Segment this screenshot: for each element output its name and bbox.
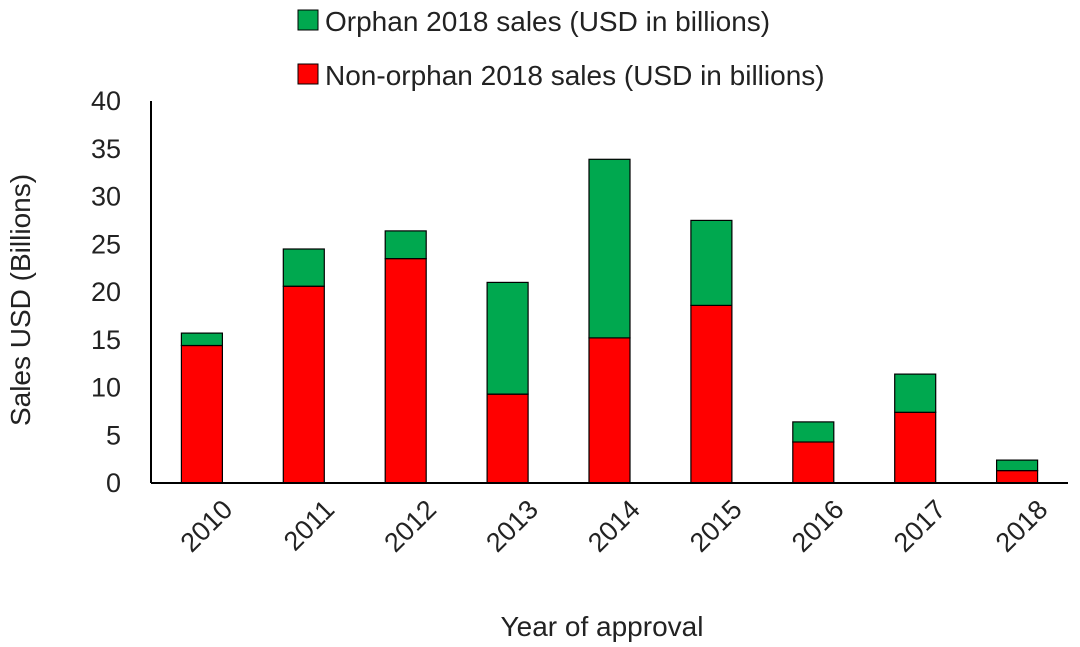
y-tick-label: 0 <box>106 468 121 498</box>
bars <box>180 158 1039 484</box>
y-tick-label: 10 <box>91 373 121 403</box>
x-tick-label: 2016 <box>786 494 850 558</box>
x-tick-label: 2014 <box>582 494 646 558</box>
bar-non-orphan-2016 <box>792 441 835 484</box>
y-tick-label: 20 <box>91 277 121 307</box>
y-tick-label: 15 <box>91 325 121 355</box>
y-tick-label: 30 <box>91 182 121 212</box>
bar-orphan-2017 <box>894 373 937 413</box>
y-tick-label: 5 <box>106 420 121 450</box>
bar-orphan-2016 <box>792 421 835 443</box>
x-tick-label: 2017 <box>888 494 952 558</box>
y-tick-label: 40 <box>91 86 121 116</box>
x-axis-labels: 2010 2011 2012 2013 2014 2015 2016 2017 2018 <box>175 494 1054 558</box>
x-tick-label: 2013 <box>480 494 544 558</box>
x-tick-label: 2015 <box>684 494 748 558</box>
x-tick-label: 2012 <box>378 494 442 558</box>
bar-orphan-2014 <box>588 158 631 339</box>
y-axis-ticks: 0 5 10 15 20 25 30 35 40 <box>91 86 121 498</box>
bar-orphan-2013 <box>486 281 529 395</box>
x-tick-label: 2018 <box>990 494 1054 558</box>
x-tick-label: 2010 <box>175 494 239 558</box>
y-axis-title: Sales USD (Billions) <box>5 174 36 426</box>
bar-non-orphan-2017 <box>894 411 937 484</box>
bar-non-orphan-2012 <box>384 258 427 484</box>
legend-swatch-orphan <box>297 9 319 31</box>
bar-orphan-2015 <box>690 219 733 306</box>
x-tick-label: 2011 <box>278 494 340 556</box>
bar-non-orphan-2010 <box>180 344 223 484</box>
legend-label-non-orphan: Non-orphan 2018 sales (USD in billions) <box>325 60 825 91</box>
bar-non-orphan-2011 <box>282 285 325 484</box>
bar-orphan-2011 <box>282 248 325 287</box>
bar-orphan-2012 <box>384 230 427 260</box>
y-tick-label: 25 <box>91 229 121 259</box>
bar-orphan-2010 <box>180 332 223 347</box>
legend-label-orphan: Orphan 2018 sales (USD in billions) <box>325 6 770 37</box>
y-tick-label: 35 <box>91 134 121 164</box>
bar-orphan-2018 <box>995 459 1039 472</box>
bar-non-orphan-2013 <box>486 393 529 484</box>
bar-non-orphan-2018 <box>995 470 1039 484</box>
legend: Orphan 2018 sales (USD in billions) Non-o… <box>297 6 825 91</box>
bar-non-orphan-2015 <box>690 304 733 484</box>
legend-swatch-non-orphan <box>297 63 319 85</box>
bar-non-orphan-2014 <box>588 337 631 484</box>
x-axis-title: Year of approval <box>501 611 704 642</box>
